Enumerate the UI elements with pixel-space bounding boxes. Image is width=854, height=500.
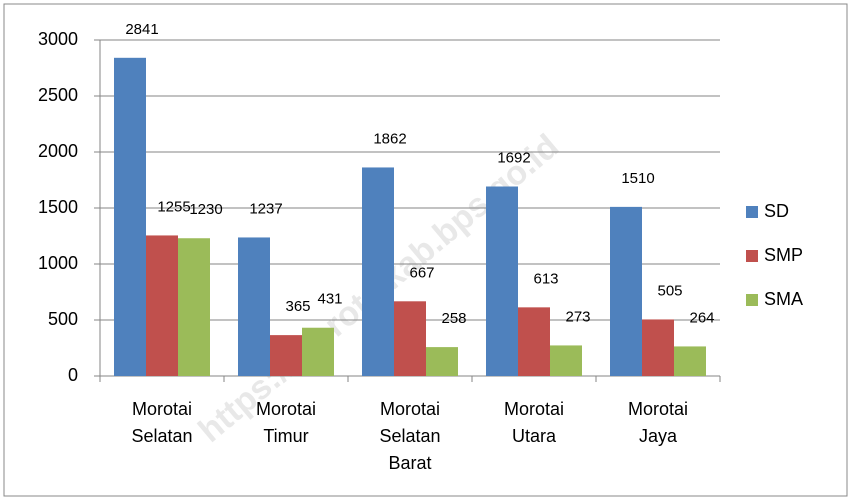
bar bbox=[674, 346, 706, 376]
data-label: 273 bbox=[565, 308, 590, 325]
legend-swatch bbox=[746, 250, 758, 262]
data-label: 1862 bbox=[373, 130, 406, 147]
data-label: 1255 bbox=[157, 198, 190, 215]
x-tick-label: Morotai Timur bbox=[256, 399, 316, 446]
x-tick-label: Morotai Selatan Barat bbox=[379, 399, 440, 473]
bar bbox=[518, 307, 550, 376]
y-tick-label: 3000 bbox=[38, 29, 78, 49]
bar bbox=[426, 347, 458, 376]
y-tick-label: 2500 bbox=[38, 85, 78, 105]
data-label: 2841 bbox=[125, 21, 158, 38]
data-label: 505 bbox=[657, 282, 682, 299]
data-label: 258 bbox=[441, 310, 466, 327]
legend-label: SMP bbox=[764, 245, 803, 265]
data-label: 667 bbox=[409, 264, 434, 281]
x-tick-label: Morotai Jaya bbox=[628, 399, 688, 446]
x-tick-label: Morotai Utara bbox=[504, 399, 564, 446]
y-tick-label: 2000 bbox=[38, 141, 78, 161]
y-tick-label: 1500 bbox=[38, 197, 78, 217]
legend-swatch bbox=[746, 294, 758, 306]
data-label: 365 bbox=[285, 298, 310, 315]
bar bbox=[114, 57, 146, 377]
legend-label: SMA bbox=[764, 289, 803, 309]
bar bbox=[550, 345, 582, 376]
bar bbox=[270, 335, 302, 376]
data-label: 1230 bbox=[189, 201, 222, 218]
bar bbox=[238, 237, 270, 376]
bar bbox=[178, 238, 210, 376]
x-tick-label: Morotai Selatan bbox=[131, 399, 192, 446]
legend-swatch bbox=[746, 206, 758, 218]
y-tick-label: 0 bbox=[68, 365, 78, 385]
data-label: 1692 bbox=[497, 149, 530, 166]
bar bbox=[642, 319, 674, 376]
bar bbox=[146, 235, 178, 376]
data-label: 431 bbox=[317, 291, 342, 308]
bar bbox=[486, 186, 518, 376]
data-label: 1510 bbox=[621, 170, 654, 187]
bar bbox=[362, 167, 394, 376]
y-tick-label: 1000 bbox=[38, 253, 78, 273]
bar bbox=[610, 206, 642, 376]
bar bbox=[302, 327, 334, 376]
data-label: 1237 bbox=[249, 200, 282, 217]
data-label: 264 bbox=[689, 309, 714, 326]
data-label: 613 bbox=[533, 270, 558, 287]
bar bbox=[394, 301, 426, 376]
legend-label: SD bbox=[764, 201, 789, 221]
y-tick-label: 500 bbox=[48, 309, 78, 329]
